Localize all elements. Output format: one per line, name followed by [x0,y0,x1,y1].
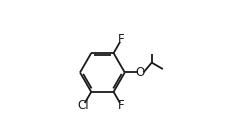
Text: F: F [117,33,124,46]
Text: O: O [135,66,144,79]
Text: F: F [117,99,124,112]
Text: Cl: Cl [77,99,88,112]
